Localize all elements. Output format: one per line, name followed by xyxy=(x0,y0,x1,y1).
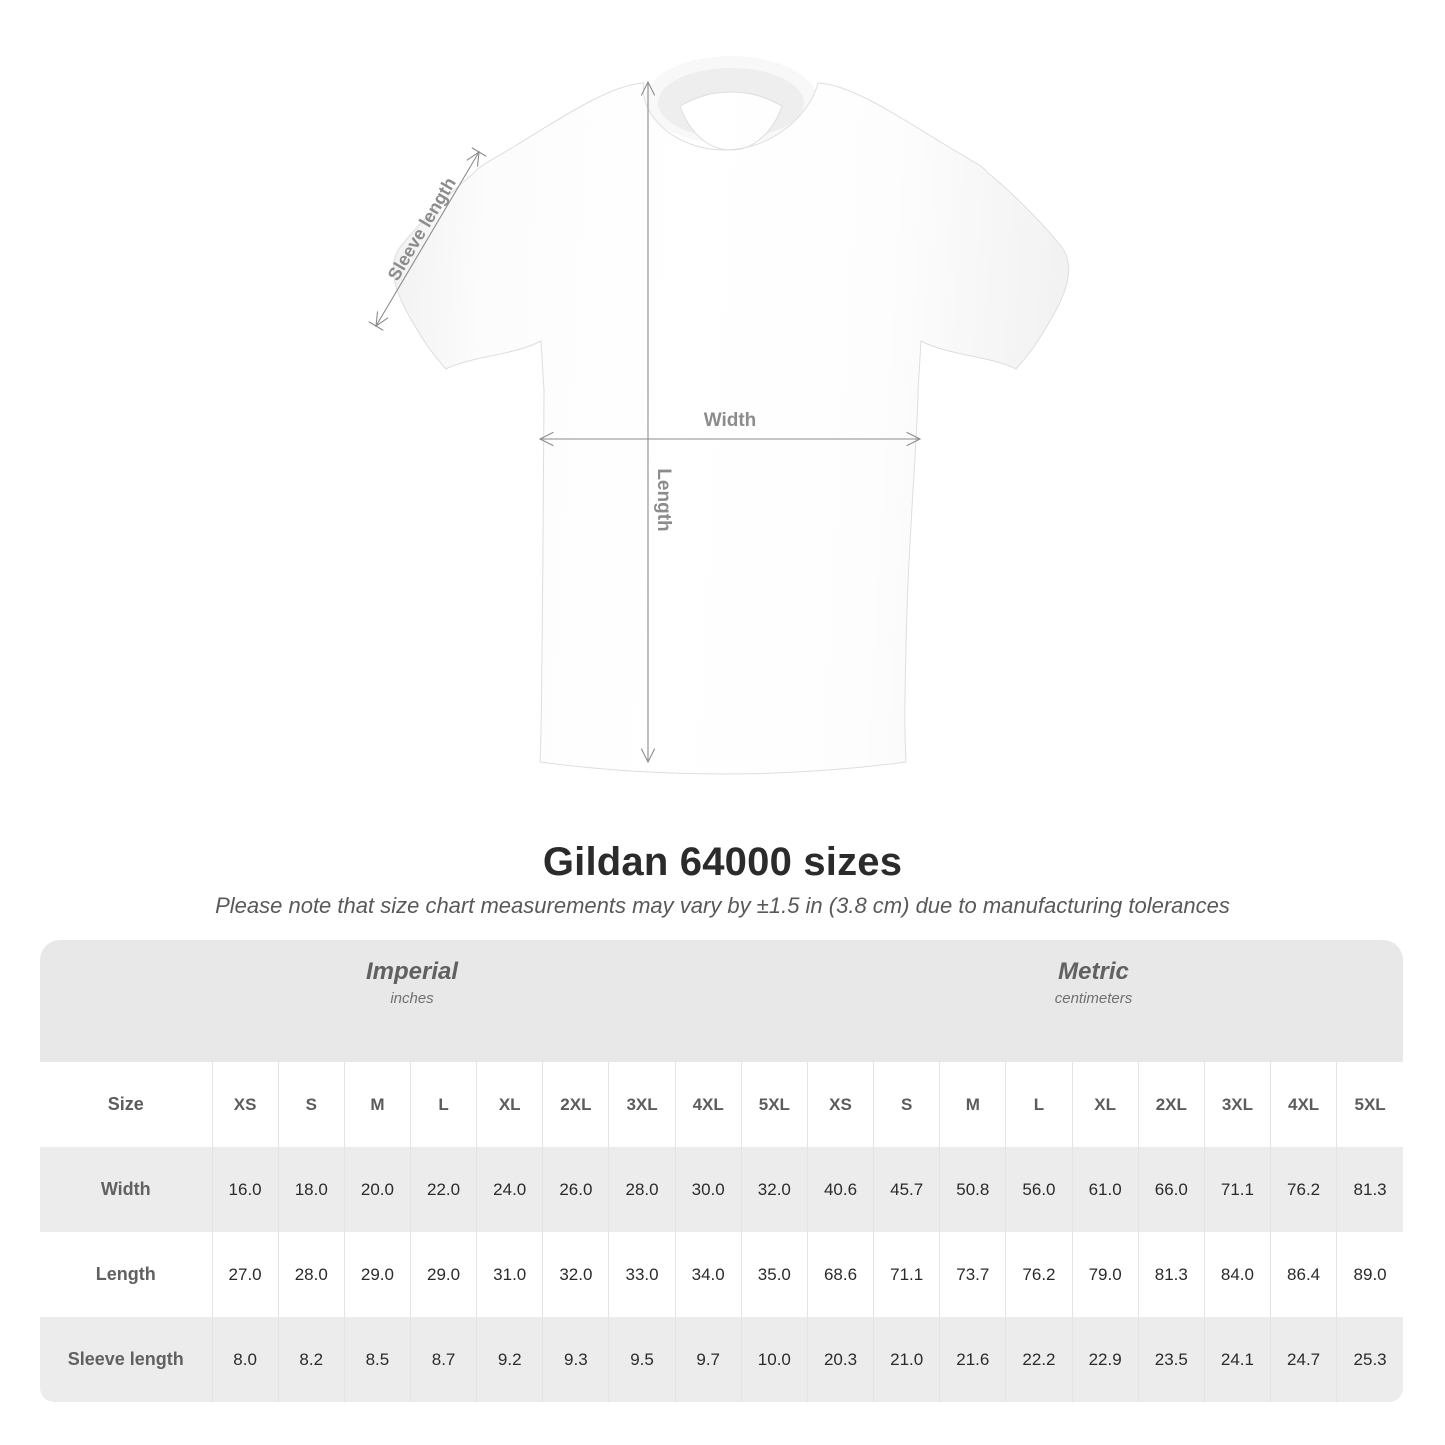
svg-text:Width: Width xyxy=(704,410,757,431)
svg-text:Length: Length xyxy=(653,468,674,531)
